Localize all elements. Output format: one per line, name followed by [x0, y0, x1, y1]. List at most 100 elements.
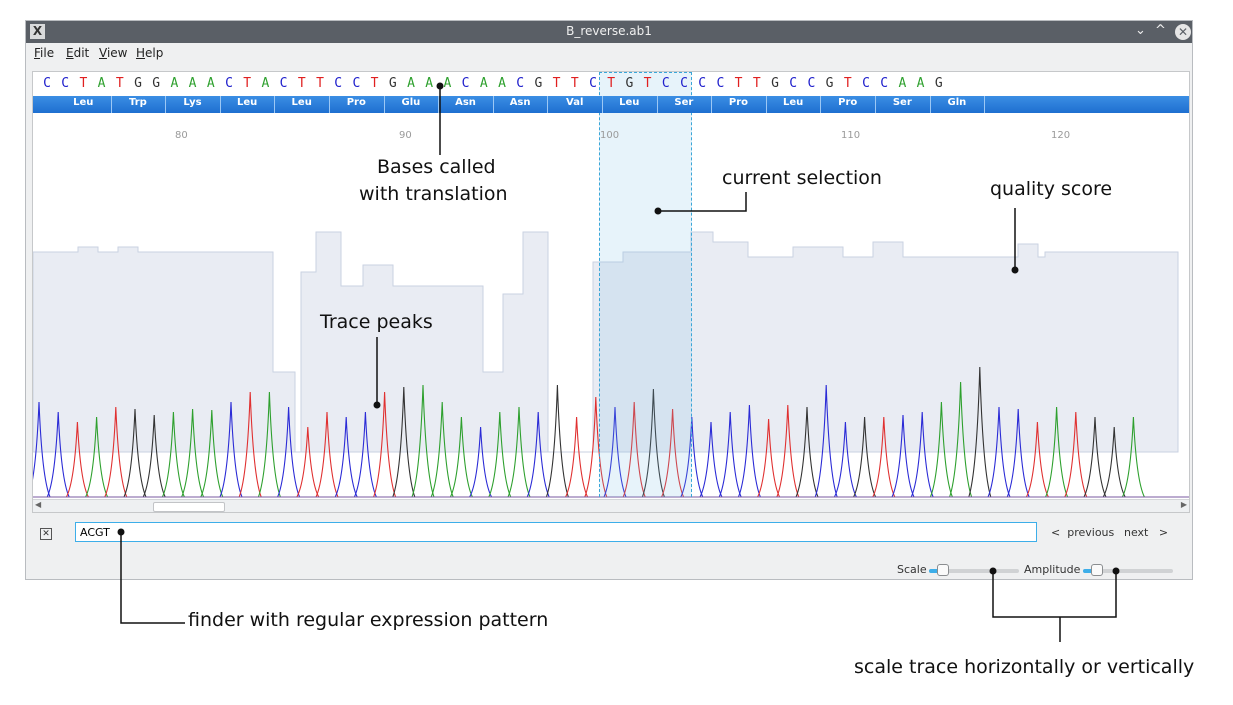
position-tick: 100 — [600, 130, 620, 141]
trace-peak — [795, 406, 819, 498]
base-call[interactable]: T — [752, 76, 761, 91]
base-call[interactable]: C — [698, 76, 707, 91]
base-call[interactable]: C — [279, 76, 288, 91]
trace-peak — [373, 391, 397, 498]
base-call[interactable]: A — [206, 76, 215, 91]
base-call[interactable]: A — [188, 76, 197, 91]
base-call[interactable]: C — [880, 76, 889, 91]
menu-view[interactable]: View — [99, 46, 128, 60]
trace-peak — [1121, 416, 1145, 498]
base-call[interactable]: A — [443, 76, 452, 91]
base-call[interactable]: A — [261, 76, 270, 91]
horizontal-scrollbar[interactable]: ◀ ▶ — [33, 499, 1189, 512]
base-call[interactable]: C — [589, 76, 597, 91]
base-call[interactable]: C — [716, 76, 725, 91]
base-call[interactable]: T — [316, 76, 324, 91]
base-call[interactable]: A — [97, 76, 106, 91]
trace-peak — [1045, 406, 1069, 498]
codon-separator — [274, 96, 276, 113]
base-call[interactable]: T — [79, 76, 88, 91]
base-call[interactable]: C — [61, 76, 70, 91]
amplitude-slider[interactable] — [1083, 564, 1173, 576]
base-call[interactable]: A — [916, 76, 925, 91]
base-call[interactable]: G — [152, 76, 161, 91]
maximize-button[interactable]: ^ — [1155, 23, 1166, 38]
next-label: next — [1124, 526, 1149, 539]
base-call[interactable]: T — [607, 76, 616, 91]
chevron-left-icon: < — [1051, 526, 1061, 539]
base-call[interactable]: T — [570, 76, 579, 91]
next-button[interactable]: next > — [1124, 526, 1168, 539]
base-call[interactable]: G — [534, 76, 543, 91]
base-call[interactable]: G — [934, 76, 943, 91]
codon-separator — [219, 96, 221, 113]
trace-peak — [641, 388, 665, 498]
base-call[interactable]: T — [115, 76, 124, 91]
scale-slider-handle[interactable] — [936, 564, 949, 576]
base-call[interactable]: T — [297, 76, 306, 91]
base-call[interactable]: C — [789, 76, 798, 91]
base-call[interactable]: C — [680, 76, 688, 91]
base-call[interactable]: C — [461, 76, 470, 91]
trace-peak — [142, 414, 166, 498]
minimize-button[interactable]: ⌄ — [1135, 23, 1146, 38]
codon-separator — [383, 96, 385, 113]
trace-peak — [853, 416, 877, 498]
annotation-bases-line1: Bases called — [377, 156, 496, 178]
base-call[interactable]: T — [643, 76, 652, 91]
current-selection[interactable] — [599, 72, 692, 497]
base-call[interactable]: G — [771, 76, 779, 91]
scroll-right-icon[interactable]: ▶ — [1180, 500, 1187, 509]
amino-acid: Glu — [401, 97, 421, 108]
menu-file[interactable]: File — [34, 46, 55, 60]
base-call[interactable]: C — [334, 76, 343, 91]
amino-acid: Val — [566, 97, 584, 108]
close-icon[interactable]: ✕ — [1175, 24, 1191, 40]
trace-peak — [219, 401, 243, 498]
title-bar[interactable]: X B_reverse.ab1 ⌄ ^ ✕ — [26, 21, 1192, 43]
base-call[interactable]: G — [625, 76, 634, 91]
codon-separator — [875, 96, 876, 113]
base-call[interactable]: A — [407, 76, 415, 91]
base-call[interactable]: A — [898, 76, 907, 91]
trace-peak — [411, 384, 435, 498]
trace-peak — [181, 408, 205, 498]
base-call[interactable]: T — [243, 76, 252, 91]
scale-slider[interactable] — [929, 564, 1019, 576]
base-call[interactable]: G — [388, 76, 397, 91]
trace-peak — [1025, 421, 1049, 498]
base-call[interactable]: C — [661, 76, 670, 91]
codon-separator — [165, 96, 167, 113]
find-input[interactable] — [75, 522, 1037, 542]
base-call[interactable]: C — [43, 76, 51, 91]
base-call[interactable]: T — [552, 76, 561, 91]
base-call[interactable]: A — [498, 76, 506, 91]
amplitude-slider-handle[interactable] — [1090, 564, 1103, 576]
find-bar: ✕ < previous next > — [26, 519, 1192, 549]
base-call[interactable]: C — [352, 76, 361, 91]
scroll-left-icon[interactable]: ◀ — [35, 500, 42, 509]
codon-separator — [929, 96, 931, 113]
translation-row: Leu Trp Lys Leu Leu Pro Glu Asn Asn Val Leu Ser Pro L… — [33, 96, 1189, 113]
base-call[interactable]: G — [825, 76, 834, 91]
base-call[interactable]: A — [479, 76, 488, 91]
codon-separator — [329, 96, 330, 113]
base-call[interactable]: C — [516, 76, 525, 91]
base-call[interactable]: C — [225, 76, 233, 91]
base-call[interactable]: T — [370, 76, 379, 91]
base-call[interactable]: C — [862, 76, 870, 91]
close-find-icon[interactable]: ✕ — [40, 528, 52, 540]
base-call[interactable]: A — [170, 76, 179, 91]
base-call[interactable]: C — [807, 76, 816, 91]
amino-acid: Leu — [291, 97, 312, 108]
base-call[interactable]: A — [425, 76, 434, 91]
base-call[interactable]: T — [843, 76, 852, 91]
scroll-thumb[interactable] — [153, 502, 225, 512]
previous-button[interactable]: < previous — [1051, 526, 1114, 539]
base-call[interactable]: T — [734, 76, 743, 91]
menu-edit[interactable]: Edit — [66, 46, 90, 60]
base-call[interactable]: G — [134, 76, 142, 91]
menu-help[interactable]: Help — [136, 46, 164, 60]
